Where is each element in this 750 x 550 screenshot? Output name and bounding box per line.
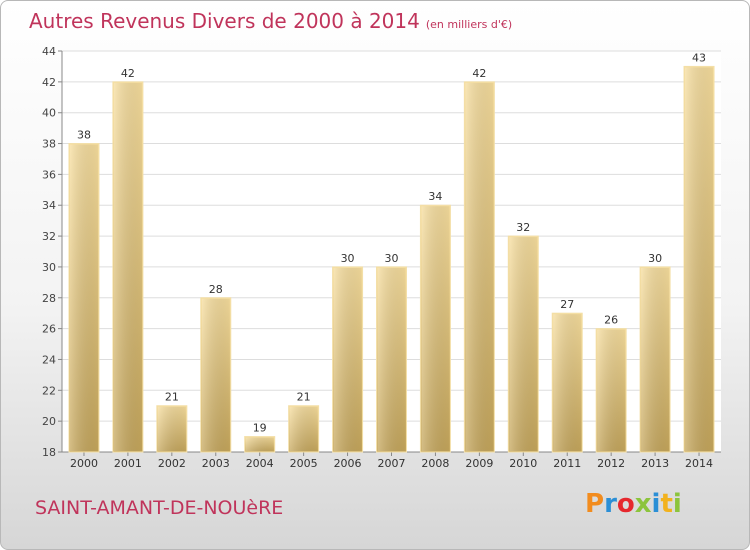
x-tick-label-2011: 2011: [553, 457, 581, 470]
y-tick-label: 28: [42, 292, 56, 305]
bar-shade: [553, 314, 582, 451]
data-label-2000: 38: [77, 129, 91, 142]
bar-shade: [289, 406, 318, 451]
data-label-2005: 21: [297, 391, 311, 404]
label-layer: 18 20 22 24 26 28 30 32 34 36 38 40 42 44 38 2000 42 2001…: [42, 45, 713, 470]
bar-shade: [685, 67, 714, 451]
y-tick-label: 38: [42, 138, 56, 151]
proxiti-logo: Proxiti: [585, 489, 682, 519]
y-tick-label: 18: [42, 446, 56, 459]
data-label-2010: 32: [516, 221, 530, 234]
data-label-2002: 21: [165, 391, 179, 404]
x-tick-label-2006: 2006: [334, 457, 362, 470]
data-label-2011: 27: [560, 298, 574, 311]
chart-title: Autres Revenus Divers de 2000 à 2014 (en …: [29, 9, 512, 33]
chart-unit: (en milliers d'€): [425, 18, 513, 31]
bar-shade: [465, 82, 494, 451]
x-tick-label-2013: 2013: [641, 457, 669, 470]
bar-layer: [68, 65, 715, 453]
bar-shade: [201, 298, 230, 451]
x-tick-label-2012: 2012: [597, 457, 625, 470]
x-tick-label-2007: 2007: [378, 457, 406, 470]
bar-shade: [113, 82, 142, 451]
x-tick-label-2000: 2000: [70, 457, 98, 470]
data-label-2004: 19: [253, 422, 267, 435]
x-tick-label-2003: 2003: [202, 457, 230, 470]
bar-shade: [421, 206, 450, 451]
bar-shade: [333, 267, 362, 451]
data-label-2014: 43: [692, 51, 706, 64]
y-tick-label: 40: [42, 107, 56, 120]
data-label-2007: 30: [385, 252, 399, 265]
x-tick-label-2010: 2010: [509, 457, 537, 470]
y-tick-label: 36: [42, 168, 56, 181]
data-label-2006: 30: [341, 252, 355, 265]
commune-name: SAINT-AMANT-DE-NOUèRE: [35, 497, 284, 519]
bar-shade: [157, 406, 186, 451]
bar-shade: [641, 267, 670, 451]
y-tick-label: 42: [42, 76, 56, 89]
x-tick-label-2004: 2004: [246, 457, 274, 470]
bar-shade: [245, 437, 274, 451]
x-tick-label-2002: 2002: [158, 457, 186, 470]
y-tick-label: 22: [42, 384, 56, 397]
data-label-2009: 42: [472, 67, 486, 80]
chart-title-text: Autres Revenus Divers de 2000 à 2014: [29, 9, 420, 33]
y-tick-label: 26: [42, 323, 56, 336]
data-label-2003: 28: [209, 283, 223, 296]
y-tick-label: 24: [42, 353, 56, 366]
bar-shade: [509, 237, 538, 451]
data-label-2013: 30: [648, 252, 662, 265]
x-tick-label-2008: 2008: [421, 457, 449, 470]
y-tick-label: 20: [42, 415, 56, 428]
y-tick-label: 30: [42, 261, 56, 274]
data-label-2008: 34: [428, 190, 442, 203]
y-tick-label: 34: [42, 199, 56, 212]
x-tick-label-2009: 2009: [465, 457, 493, 470]
data-label-2001: 42: [121, 67, 135, 80]
y-tick-label: 44: [42, 45, 56, 58]
x-tick-label-2005: 2005: [290, 457, 318, 470]
x-tick-label-2001: 2001: [114, 457, 142, 470]
bar-shade: [377, 267, 406, 451]
y-tick-label: 32: [42, 230, 56, 243]
data-label-2012: 26: [604, 314, 618, 327]
bar-shade: [597, 329, 626, 451]
bar-shade: [69, 144, 98, 452]
x-tick-label-2014: 2014: [685, 457, 713, 470]
